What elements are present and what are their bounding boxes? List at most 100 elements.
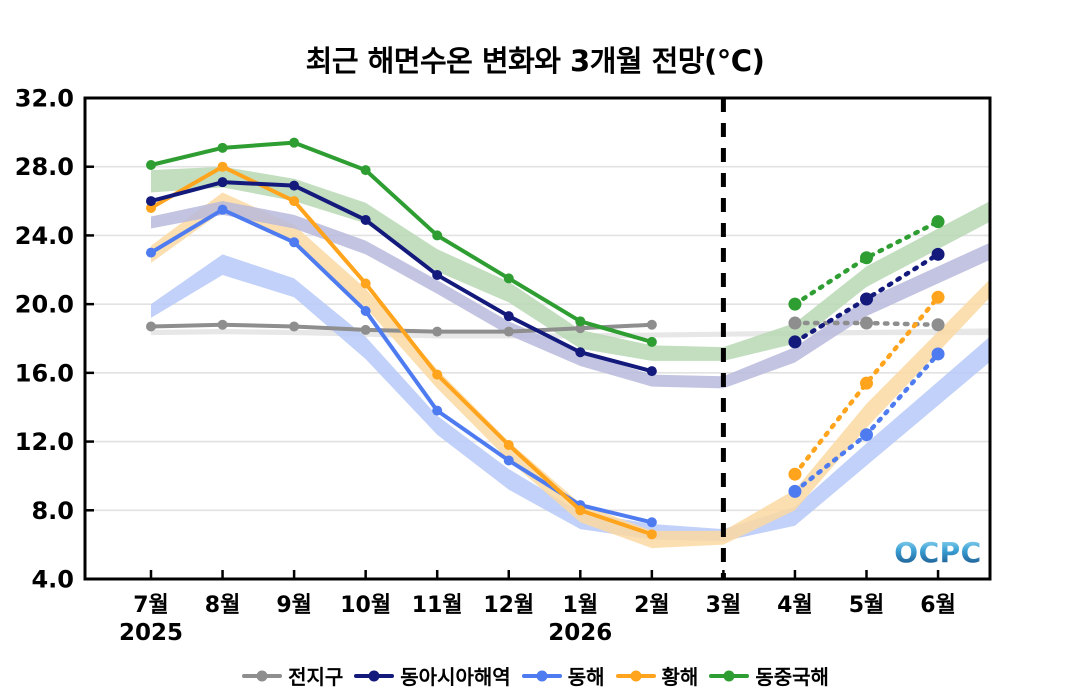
forecast-point-동해: [860, 428, 873, 442]
observed-point-동중국해: [289, 137, 300, 148]
observed-point-동중국해: [360, 165, 371, 176]
legend-marker-icon: [521, 670, 562, 681]
legend-item-전지구: 전지구: [241, 661, 343, 690]
forecast-point-동중국해: [788, 297, 802, 311]
forecast-point-동아시아해역: [788, 335, 802, 349]
legend-marker-icon: [615, 670, 656, 681]
observed-point-동해: [646, 517, 657, 528]
y-tick-label: 24.0: [15, 222, 74, 250]
observed-point-동아시아해역: [217, 177, 228, 188]
observed-point-동중국해: [146, 159, 156, 170]
x-tick-label: 4월: [777, 593, 813, 618]
forecast-line-황해: [792, 295, 941, 477]
observed-point-동해: [360, 306, 371, 317]
forecast-point-동해: [788, 484, 802, 498]
forecast-point-전지구: [860, 316, 873, 330]
ocpc-logo: OCPC: [894, 536, 981, 569]
observed-point-동아시아해역: [360, 214, 371, 225]
forecast-point-동해: [931, 347, 945, 361]
y-tick-label: 20.0: [15, 291, 74, 319]
forecast-point-동중국해: [931, 215, 945, 229]
forecast-point-동아시아해역: [860, 292, 873, 306]
observed-point-동아시아해역: [646, 366, 657, 377]
x-tick-label: 7월: [133, 593, 169, 618]
x-tick-label: 6월: [920, 593, 956, 618]
year-label: 2026: [548, 620, 612, 646]
observed-point-동중국해: [217, 142, 228, 153]
legend-label: 황해: [661, 665, 699, 689]
observed-point-동해: [146, 247, 156, 258]
legend-item-동해: 동해: [521, 661, 605, 690]
observed-point-황해: [575, 505, 586, 516]
observed-point-황해: [432, 369, 443, 380]
year-label: 2025: [119, 620, 183, 646]
x-tick-label: 12월: [483, 593, 534, 618]
legend-label: 동중국해: [755, 665, 829, 689]
y-tick-label: 12.0: [15, 428, 74, 456]
observed-line-동중국해: [149, 140, 654, 344]
forecast-point-전지구: [788, 316, 802, 330]
legend-label: 동아시아해역: [400, 665, 511, 689]
plot-frame: [83, 96, 992, 581]
y-tick-label: 16.0: [15, 359, 74, 387]
observed-point-동해: [503, 455, 514, 466]
legend-label: 전지구: [288, 665, 344, 689]
observed-point-황해: [646, 529, 657, 540]
y-tick-label: 8.0: [31, 497, 74, 525]
forecast-point-동중국해: [860, 251, 873, 265]
chart-title: 최근 해면수온 변화와 3개월 전망(°C): [305, 44, 765, 78]
legend-item-동중국해: 동중국해: [708, 661, 829, 690]
forecast-point-황해: [931, 290, 945, 304]
x-tick-label: 2월: [634, 593, 670, 618]
legend-marker-icon: [354, 670, 395, 681]
observed-point-동아시아해역: [575, 347, 586, 358]
y-tick-label: 4.0: [31, 566, 74, 594]
climatology-bands: [151, 166, 990, 549]
observed-point-황해: [289, 196, 300, 207]
forecast-point-동아시아해역: [931, 247, 945, 261]
x-tick-label: 5월: [849, 593, 885, 618]
observed-point-전지구: [646, 319, 657, 330]
band-동아시아해역: [151, 201, 990, 389]
observed-point-전지구: [217, 319, 228, 330]
legend-item-동아시아해역: 동아시아해역: [353, 661, 511, 690]
forecast-point-황해: [788, 467, 802, 481]
x-tick-label: 11월: [412, 593, 463, 618]
x-axis-labels: 7월 8월 9월 10월 11월 12월 1월 2월 3월 4월 5월 6월 2025 2026: [119, 593, 956, 646]
observed-point-전지구: [146, 321, 156, 332]
legend-label: 동해: [567, 665, 605, 689]
observed-line-황해: [149, 164, 654, 537]
legend-marker-icon: [709, 670, 750, 681]
observed-point-동해: [217, 204, 228, 215]
observed-point-동아시아해역: [503, 311, 514, 322]
observed-point-동아시아해역: [289, 180, 300, 191]
observed-point-전지구: [360, 324, 371, 335]
observed-point-전지구: [289, 321, 300, 332]
x-tick-label: 1월: [563, 593, 599, 618]
observed-point-동중국해: [575, 316, 586, 327]
observed-point-황해: [217, 161, 228, 172]
observed-point-동아시아해역: [432, 269, 443, 280]
x-tick-label: 8월: [205, 593, 241, 618]
observed-point-동중국해: [503, 273, 514, 284]
observed-lines: [146, 137, 657, 540]
observed-point-동아시아해역: [146, 196, 156, 207]
y-tick-label: 32.0: [15, 85, 74, 113]
observed-line-동아시아해역: [149, 180, 654, 374]
forecast-point-황해: [860, 376, 873, 390]
observed-point-전지구: [503, 326, 514, 337]
x-tick-label: 10월: [340, 593, 391, 618]
y-tick-label: 28.0: [15, 153, 74, 181]
forecast-point-전지구: [931, 318, 945, 332]
observed-point-황해: [360, 278, 371, 289]
x-tick-label: 3월: [706, 593, 742, 618]
axis-ticks: [85, 96, 940, 581]
band-황해: [151, 192, 990, 549]
observed-point-황해: [146, 202, 156, 213]
observed-point-동해: [432, 405, 443, 416]
x-tick-label: 9월: [276, 593, 312, 618]
observed-point-동해: [289, 237, 300, 248]
observed-point-동중국해: [646, 336, 657, 347]
